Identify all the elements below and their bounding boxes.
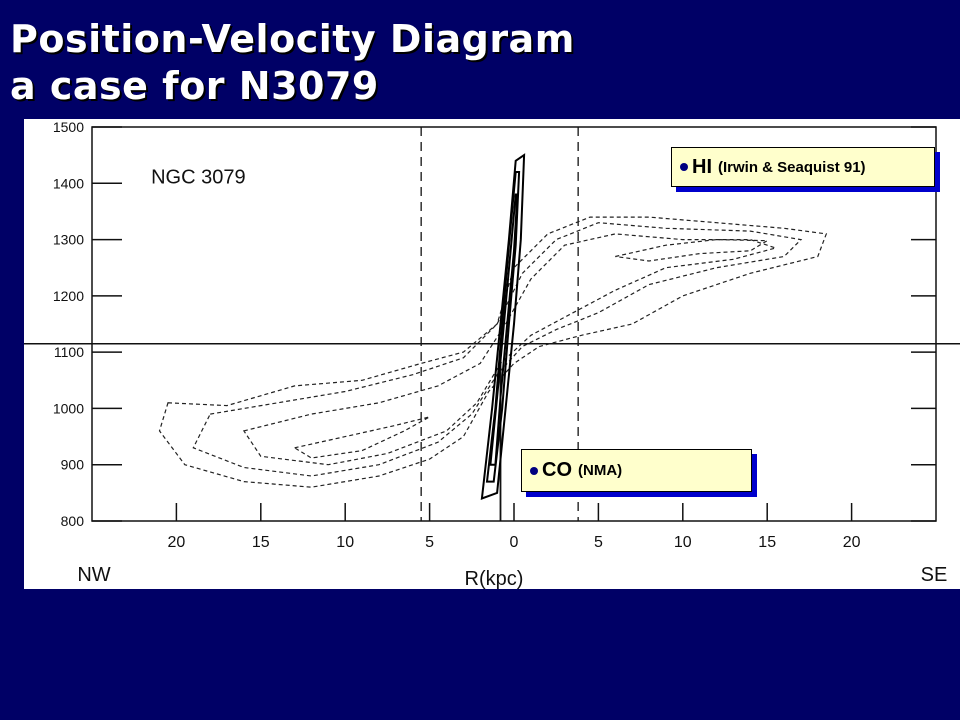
hi-callout-reference: (Irwin & Seaquist 91) xyxy=(718,158,866,176)
x-tick-label: 5 xyxy=(425,534,434,551)
x-tick-label: 20 xyxy=(843,534,861,551)
hi-contour xyxy=(293,416,430,459)
co-contour xyxy=(489,193,519,466)
x-tick-label: 10 xyxy=(674,534,692,551)
x-left-label: NW xyxy=(77,564,110,586)
y-tick-label: 1100 xyxy=(54,344,84,360)
pv-diagram-figure: 1500 1400 1300 1200 1100 1000 900 800 20 15 10 5 0 5 1… xyxy=(24,119,960,589)
x-right-label: SE xyxy=(921,564,948,586)
slide-title: Position-Velocity Diagram a case for N30… xyxy=(10,16,575,110)
x-axis-label: R(kpc) xyxy=(465,568,524,589)
co-callout-label: CO xyxy=(542,459,572,481)
y-tick-label: 1000 xyxy=(53,400,84,416)
x-tick-label: 0 xyxy=(510,534,519,551)
y-tick-label: 800 xyxy=(61,513,85,529)
x-tick-label: 15 xyxy=(252,534,270,551)
y-tick-label: 1500 xyxy=(53,119,84,135)
y-tick-label: 1400 xyxy=(53,175,84,191)
y-tick-label: 1300 xyxy=(53,232,84,248)
co-callout: CO (NMA) xyxy=(521,449,752,492)
bullet-icon xyxy=(680,163,688,171)
hi-callout: HI (Irwin & Seaquist 91) xyxy=(671,147,935,187)
title-line-1: Position-Velocity Diagram xyxy=(10,17,575,61)
x-tick-label: 10 xyxy=(336,534,354,551)
x-tick-label: 15 xyxy=(758,534,776,551)
hi-contour xyxy=(615,238,770,262)
hi-contour xyxy=(242,233,778,466)
co-callout-reference: (NMA) xyxy=(578,462,623,479)
x-tick-label: 5 xyxy=(594,534,603,551)
bullet-icon xyxy=(530,466,538,475)
pv-diagram-plot: 1500 1400 1300 1200 1100 1000 900 800 20 15 10 5 0 5 1… xyxy=(24,119,960,589)
co-contour xyxy=(485,171,521,483)
object-label: NGC 3079 xyxy=(151,166,246,188)
hi-callout-label: HI xyxy=(692,155,712,178)
co-contour xyxy=(480,153,526,500)
hi-contour xyxy=(192,222,803,477)
hi-contour xyxy=(158,216,828,488)
x-tick-label: 20 xyxy=(168,534,186,551)
y-tick-label: 900 xyxy=(61,457,85,473)
y-tick-label: 1200 xyxy=(53,288,84,304)
title-line-2: a case for N3079 xyxy=(10,64,379,108)
